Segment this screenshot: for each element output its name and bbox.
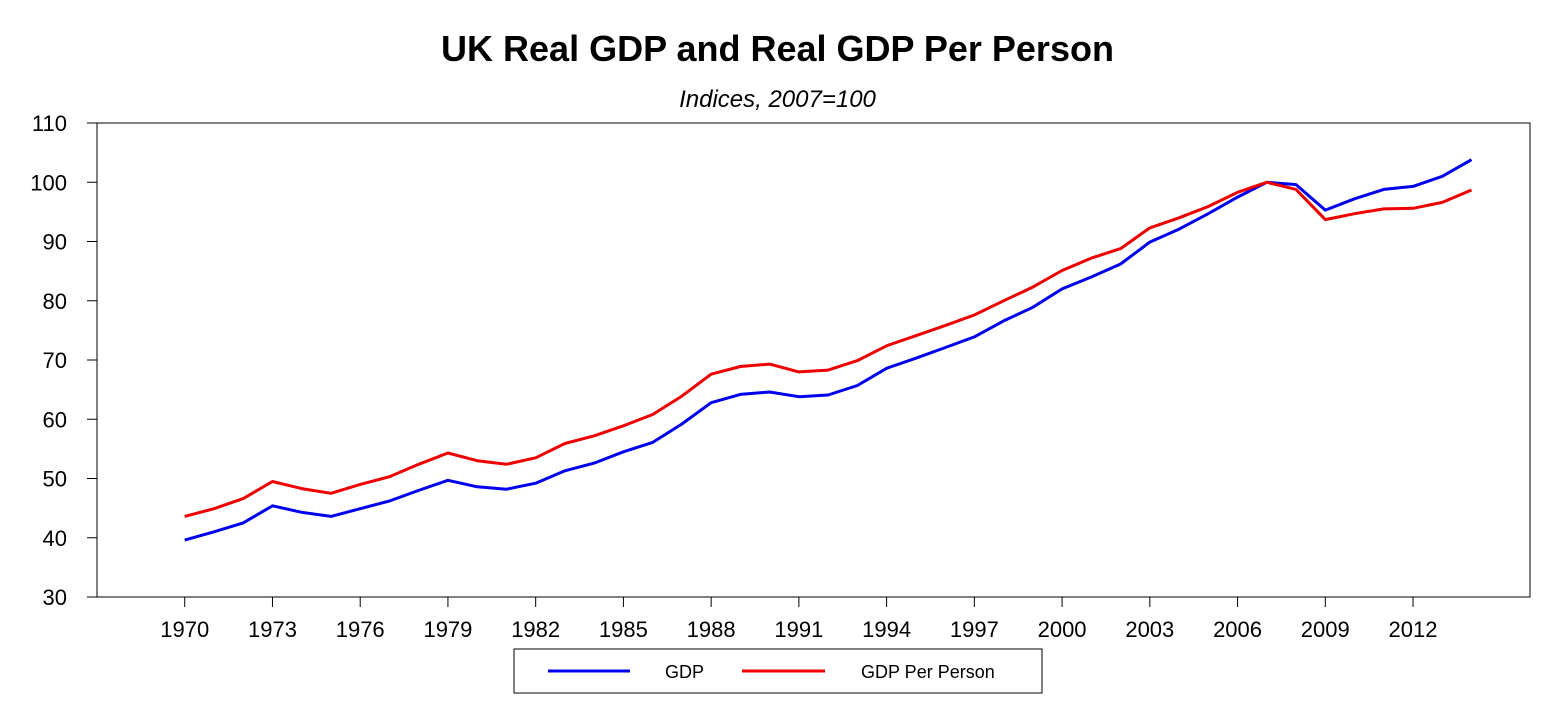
y-tick-label: 60	[43, 407, 67, 432]
y-axis: 30 40 50 60 70 80 90 100 110	[30, 111, 97, 610]
x-tick-label: 1979	[423, 617, 472, 642]
legend-label-gdp-per-person: GDP Per Person	[861, 662, 995, 682]
x-tick-label: 2000	[1038, 617, 1087, 642]
plot-frame	[96, 122, 1531, 598]
x-tick-label: 1985	[599, 617, 648, 642]
y-tick-label: 70	[43, 348, 67, 373]
x-tick-label: 1988	[687, 617, 736, 642]
y-tick-label: 80	[43, 289, 67, 314]
legend: GDP GDP Per Person	[513, 648, 1043, 694]
x-axis: 1970 1973 1976 1979 1982 1985 1988 1991 1994 1997…	[160, 597, 1437, 642]
x-tick-label: 1976	[336, 617, 385, 642]
series-line-gdp-per-person	[184, 180, 1473, 518]
x-tick-label: 2006	[1213, 617, 1262, 642]
x-tick-label: 1973	[248, 617, 297, 642]
chart-title: UK Real GDP and Real GDP Per Person	[441, 28, 1114, 69]
y-tick-label: 100	[30, 170, 67, 195]
y-tick-label: 40	[43, 526, 67, 551]
series-line-gdp	[184, 158, 1473, 542]
x-tick-label: 1994	[862, 617, 911, 642]
legend-label-gdp: GDP	[665, 662, 704, 682]
y-tick-label: 30	[43, 585, 67, 610]
x-tick-label: 2003	[1125, 617, 1174, 642]
x-tick-label: 2012	[1389, 617, 1438, 642]
y-tick-label: 90	[43, 230, 67, 255]
x-tick-label: 1997	[950, 617, 999, 642]
x-tick-label: 1991	[774, 617, 823, 642]
x-tick-label: 1982	[511, 617, 560, 642]
chart-subtitle: Indices, 2007=100	[679, 86, 876, 113]
x-tick-label: 2009	[1301, 617, 1350, 642]
x-tick-label: 1970	[160, 617, 209, 642]
series-lines	[184, 158, 1473, 542]
y-tick-label: 110	[32, 111, 67, 136]
y-tick-label: 50	[43, 467, 67, 492]
